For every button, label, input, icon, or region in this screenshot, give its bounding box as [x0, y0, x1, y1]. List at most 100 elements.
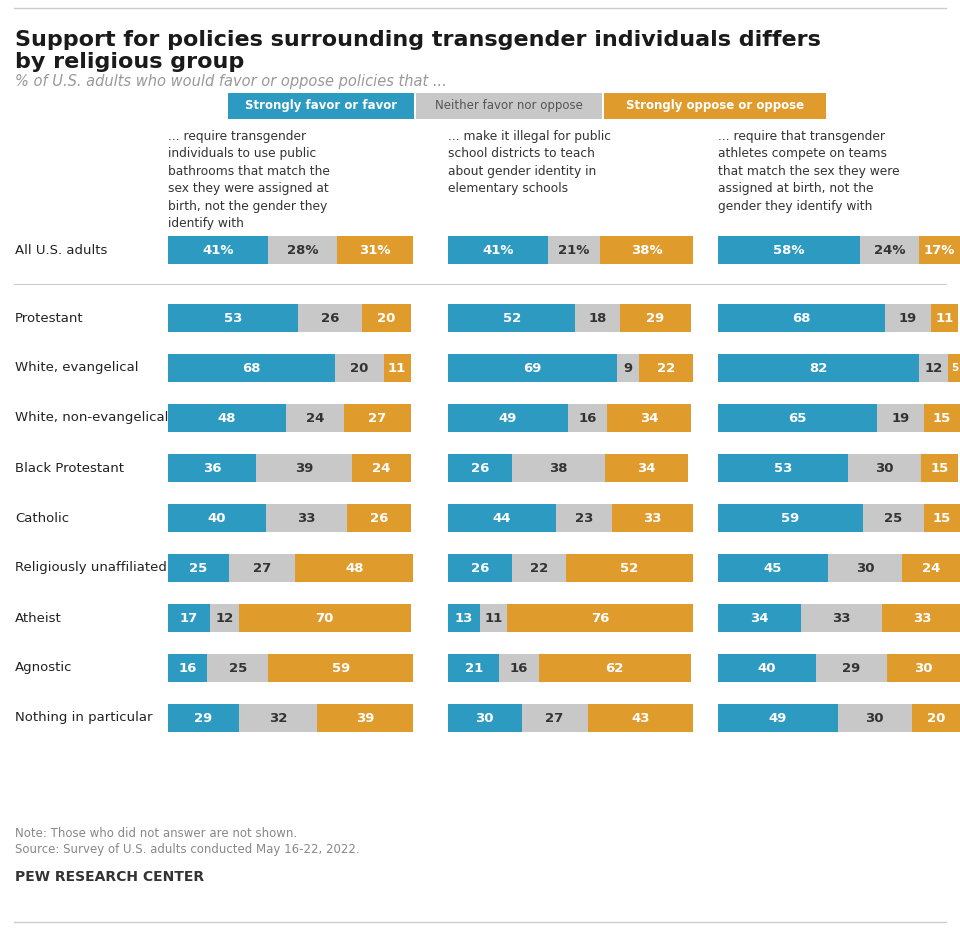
- Text: 11: 11: [935, 312, 953, 325]
- Bar: [448, 354, 617, 382]
- Bar: [901, 554, 960, 582]
- Text: 49: 49: [769, 711, 787, 724]
- Text: 68: 68: [792, 312, 810, 325]
- Bar: [718, 604, 802, 632]
- Text: 58%: 58%: [774, 244, 804, 257]
- Text: 44: 44: [492, 512, 511, 525]
- Text: 76: 76: [590, 612, 609, 625]
- Bar: [168, 554, 229, 582]
- Text: 33: 33: [913, 612, 932, 625]
- Text: 18: 18: [588, 312, 607, 325]
- Bar: [862, 504, 924, 532]
- Bar: [266, 504, 347, 532]
- Bar: [838, 704, 912, 732]
- Text: 59: 59: [781, 512, 800, 525]
- Bar: [619, 304, 690, 332]
- Bar: [556, 504, 612, 532]
- Text: 9: 9: [623, 362, 633, 375]
- Bar: [922, 454, 958, 482]
- Text: Neither favor nor oppose: Neither favor nor oppose: [435, 100, 583, 113]
- Bar: [239, 604, 411, 632]
- Text: 48: 48: [218, 411, 236, 424]
- Text: Atheist: Atheist: [15, 612, 61, 625]
- Bar: [612, 504, 693, 532]
- Text: 45: 45: [764, 562, 782, 575]
- Bar: [718, 404, 877, 432]
- Text: Note: Those who did not answer are not shown.: Note: Those who did not answer are not s…: [15, 827, 298, 840]
- Text: 43: 43: [631, 711, 650, 724]
- Bar: [168, 236, 269, 264]
- Text: 26: 26: [470, 562, 489, 575]
- Text: 26: 26: [370, 512, 388, 525]
- Text: 33: 33: [298, 512, 316, 525]
- Text: Source: Survey of U.S. adults conducted May 16-22, 2022.: Source: Survey of U.S. adults conducted …: [15, 843, 360, 856]
- Text: 39: 39: [295, 461, 313, 474]
- Bar: [298, 304, 362, 332]
- Bar: [718, 504, 862, 532]
- Bar: [512, 454, 605, 482]
- Text: 26: 26: [321, 312, 339, 325]
- Text: 29: 29: [646, 312, 664, 325]
- Text: 16: 16: [179, 661, 197, 674]
- Text: 49: 49: [499, 411, 517, 424]
- Text: Catholic: Catholic: [15, 512, 69, 525]
- Text: 20: 20: [349, 362, 369, 375]
- Text: 30: 30: [855, 562, 875, 575]
- Text: 11: 11: [388, 362, 406, 375]
- Text: 13: 13: [455, 612, 473, 625]
- Text: 17: 17: [180, 612, 198, 625]
- Text: 65: 65: [788, 411, 806, 424]
- Bar: [296, 554, 413, 582]
- Text: 29: 29: [843, 661, 861, 674]
- Bar: [207, 654, 269, 682]
- Bar: [548, 236, 600, 264]
- Bar: [718, 454, 848, 482]
- Text: Black Protestant: Black Protestant: [15, 461, 124, 474]
- Bar: [565, 554, 693, 582]
- Bar: [448, 454, 512, 482]
- Bar: [351, 454, 411, 482]
- Bar: [948, 354, 960, 382]
- Bar: [209, 604, 239, 632]
- Bar: [512, 554, 565, 582]
- Text: 24: 24: [372, 461, 391, 474]
- Text: 26: 26: [470, 461, 489, 474]
- Bar: [168, 404, 286, 432]
- Bar: [448, 504, 556, 532]
- Bar: [718, 236, 860, 264]
- Text: 52: 52: [503, 312, 521, 325]
- Text: 48: 48: [345, 562, 364, 575]
- Bar: [229, 554, 296, 582]
- Bar: [816, 654, 887, 682]
- Bar: [884, 304, 931, 332]
- Bar: [448, 404, 568, 432]
- Text: 62: 62: [606, 661, 624, 674]
- Bar: [924, 404, 960, 432]
- Text: Strongly oppose or oppose: Strongly oppose or oppose: [626, 100, 804, 113]
- Text: 52: 52: [620, 562, 638, 575]
- Text: 23: 23: [575, 512, 593, 525]
- Bar: [919, 236, 960, 264]
- Text: 33: 33: [832, 612, 851, 625]
- Bar: [600, 236, 693, 264]
- Bar: [448, 704, 521, 732]
- Text: 30: 30: [475, 711, 494, 724]
- Bar: [168, 454, 256, 482]
- Text: ... require transgender
individuals to use public
bathrooms that match the
sex t: ... require transgender individuals to u…: [168, 130, 330, 231]
- Text: 29: 29: [194, 711, 213, 724]
- Text: 41%: 41%: [203, 244, 234, 257]
- Bar: [718, 554, 828, 582]
- Text: Agnostic: Agnostic: [15, 661, 73, 674]
- Text: 70: 70: [316, 612, 334, 625]
- Text: 5: 5: [950, 363, 958, 373]
- Bar: [239, 704, 318, 732]
- Text: 39: 39: [356, 711, 374, 724]
- Text: 53: 53: [774, 461, 792, 474]
- Bar: [168, 654, 207, 682]
- Text: 27: 27: [369, 411, 387, 424]
- Text: 82: 82: [809, 362, 828, 375]
- Bar: [802, 604, 882, 632]
- Text: 22: 22: [530, 562, 548, 575]
- Text: 22: 22: [657, 362, 675, 375]
- Text: White, non-evangelical: White, non-evangelical: [15, 411, 168, 424]
